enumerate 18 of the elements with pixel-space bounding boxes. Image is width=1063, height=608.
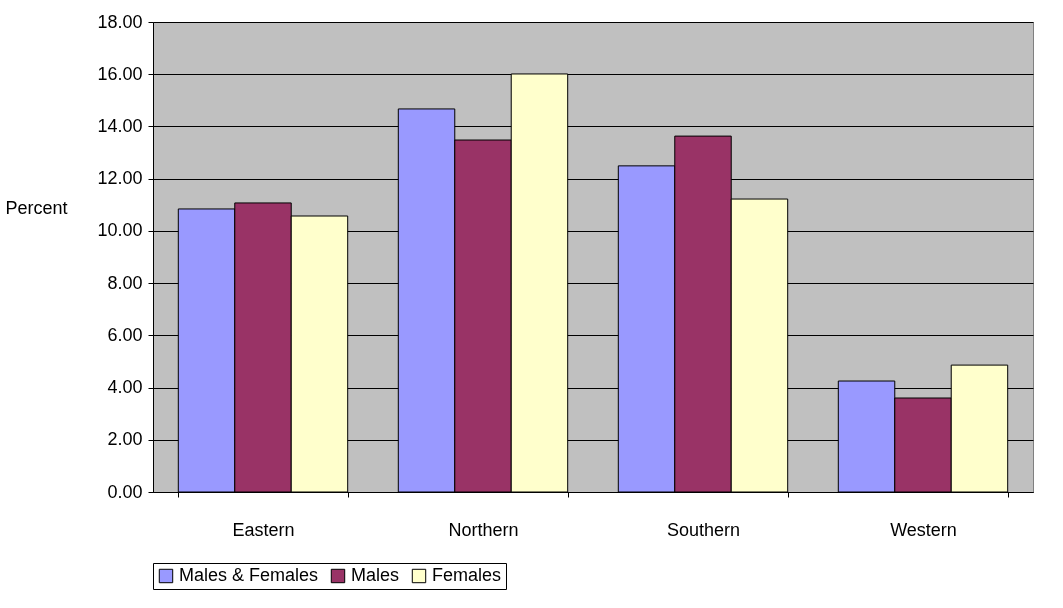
y-tick-label: 0.00: [107, 481, 143, 502]
y-tick-label: 10.00: [97, 220, 143, 241]
x-tick-label: Southern: [666, 519, 741, 540]
x-tick-label: Western: [890, 519, 957, 540]
x-tick-label: Northern: [448, 519, 519, 540]
y-tick-label: 16.00: [97, 63, 143, 84]
legend-label: Females: [432, 565, 502, 585]
y-tick-label: 2.00: [107, 429, 143, 450]
x-tick-label: Eastern: [232, 519, 295, 540]
y-tick-label: 18.00: [97, 11, 143, 32]
legend-label: Males & Females: [179, 565, 319, 585]
y-tick-label: 6.00: [107, 324, 143, 345]
legend-label: Males: [351, 565, 400, 585]
y-tick-label: 14.00: [97, 115, 143, 136]
y-tick-label: 4.00: [107, 377, 143, 398]
y-axis-title: Percent: [5, 197, 68, 218]
y-tick-label: 8.00: [107, 272, 143, 293]
y-tick-label: 12.00: [97, 168, 143, 189]
